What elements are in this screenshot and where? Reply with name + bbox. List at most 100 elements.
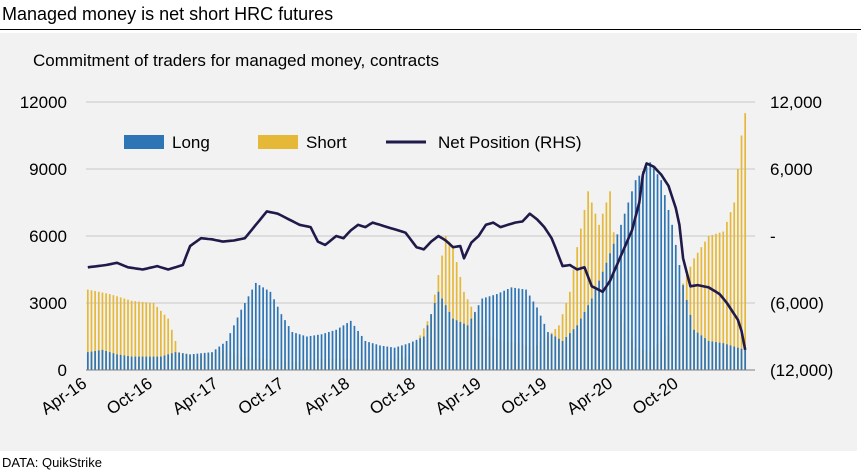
long-bar (561, 340, 564, 370)
long-bar (426, 325, 429, 370)
x-tick-label: Apr-20 (563, 374, 616, 419)
long-bar (375, 344, 378, 370)
long-bar (163, 355, 166, 370)
chart-title: Managed money is net short HRC futures (2, 4, 334, 24)
chart-subtitle: Commitment of traders for managed money,… (33, 51, 439, 70)
long-bar (627, 202, 630, 370)
long-bar (459, 321, 462, 370)
short-bar (569, 291, 571, 370)
long-bar (214, 349, 217, 370)
long-bar (160, 356, 162, 370)
long-bar (192, 353, 195, 370)
right-tick-label: (6,000) (770, 294, 824, 313)
long-bar (225, 340, 228, 370)
long-bar (233, 325, 235, 370)
long-bar (145, 356, 148, 370)
long-bar (196, 353, 199, 370)
long-bar (656, 174, 659, 370)
long-bar (715, 342, 717, 370)
long-bar (653, 168, 655, 370)
long-bar (576, 325, 579, 370)
long-bar (729, 345, 732, 370)
long-bar (298, 334, 301, 370)
long-bar (528, 295, 531, 370)
long-bar (674, 244, 677, 370)
short-bar (711, 234, 714, 370)
long-bar (605, 262, 608, 370)
right-axis-ticks: (12,000) (6,000) - 6,000 12,000 (770, 93, 833, 380)
long-bar (386, 346, 389, 370)
long-bar (302, 335, 305, 370)
short-bar (149, 302, 151, 370)
short-bar (152, 303, 155, 370)
long-bar (393, 347, 396, 370)
right-tick-label: - (770, 227, 776, 246)
short-bar (737, 169, 739, 370)
long-bar (313, 335, 316, 370)
long-bar (419, 338, 422, 370)
short-bar (94, 291, 96, 370)
long-bar (532, 301, 535, 370)
long-bar (97, 350, 100, 370)
long-bar (324, 333, 327, 370)
long-bar (94, 351, 96, 370)
long-bar (411, 341, 414, 370)
long-bar (740, 348, 743, 370)
long-bar (514, 287, 516, 370)
short-bar (116, 296, 118, 370)
short-bar (444, 236, 447, 370)
right-tick-label: 6,000 (770, 160, 813, 179)
chart-panel (0, 33, 857, 451)
right-tick-label: 12,000 (770, 93, 822, 112)
x-tick-label: Apr-18 (300, 374, 353, 419)
short-bar (740, 135, 743, 370)
long-bar (284, 320, 286, 370)
long-bar (543, 323, 546, 370)
long-bar (711, 341, 714, 370)
left-tick-label: 9000 (29, 160, 67, 179)
long-bar (707, 340, 710, 370)
long-bar (463, 323, 465, 370)
long-bar (492, 295, 495, 370)
short-bar (86, 289, 89, 370)
long-bar (415, 339, 418, 370)
long-bar (744, 349, 747, 370)
long-bar (371, 343, 374, 370)
long-bar (244, 303, 246, 370)
long-bar (364, 340, 367, 370)
short-bar (696, 252, 699, 370)
long-bar (638, 175, 641, 370)
long-bar (682, 285, 684, 370)
long-bar (620, 224, 622, 370)
short-bar (97, 291, 100, 370)
long-bar (368, 342, 370, 370)
long-bar (726, 344, 728, 370)
x-tick-label: Oct-17 (235, 374, 288, 419)
short-bar (726, 221, 728, 370)
long-bar (601, 271, 604, 370)
long-bar (105, 351, 107, 370)
long-bar (108, 352, 111, 370)
long-bar (685, 300, 688, 370)
long-bar (211, 352, 213, 370)
long-bar (306, 336, 308, 370)
x-tick-label: Oct-16 (103, 374, 156, 419)
long-bar (123, 355, 126, 370)
long-bar (499, 292, 502, 370)
short-bar (733, 202, 736, 370)
long-bar (558, 338, 560, 370)
long-bar (696, 332, 699, 370)
short-bar (112, 295, 115, 370)
short-bar (722, 231, 725, 370)
long-bar (539, 315, 542, 370)
long-bar (116, 354, 118, 370)
long-bar (134, 356, 137, 370)
long-bar (477, 305, 480, 370)
long-bar (536, 307, 538, 370)
long-bar (379, 345, 381, 370)
long-bar (382, 345, 385, 370)
long-bar (444, 305, 447, 370)
long-bar (119, 354, 122, 370)
long-bar (452, 318, 454, 370)
long-bar (262, 287, 264, 370)
